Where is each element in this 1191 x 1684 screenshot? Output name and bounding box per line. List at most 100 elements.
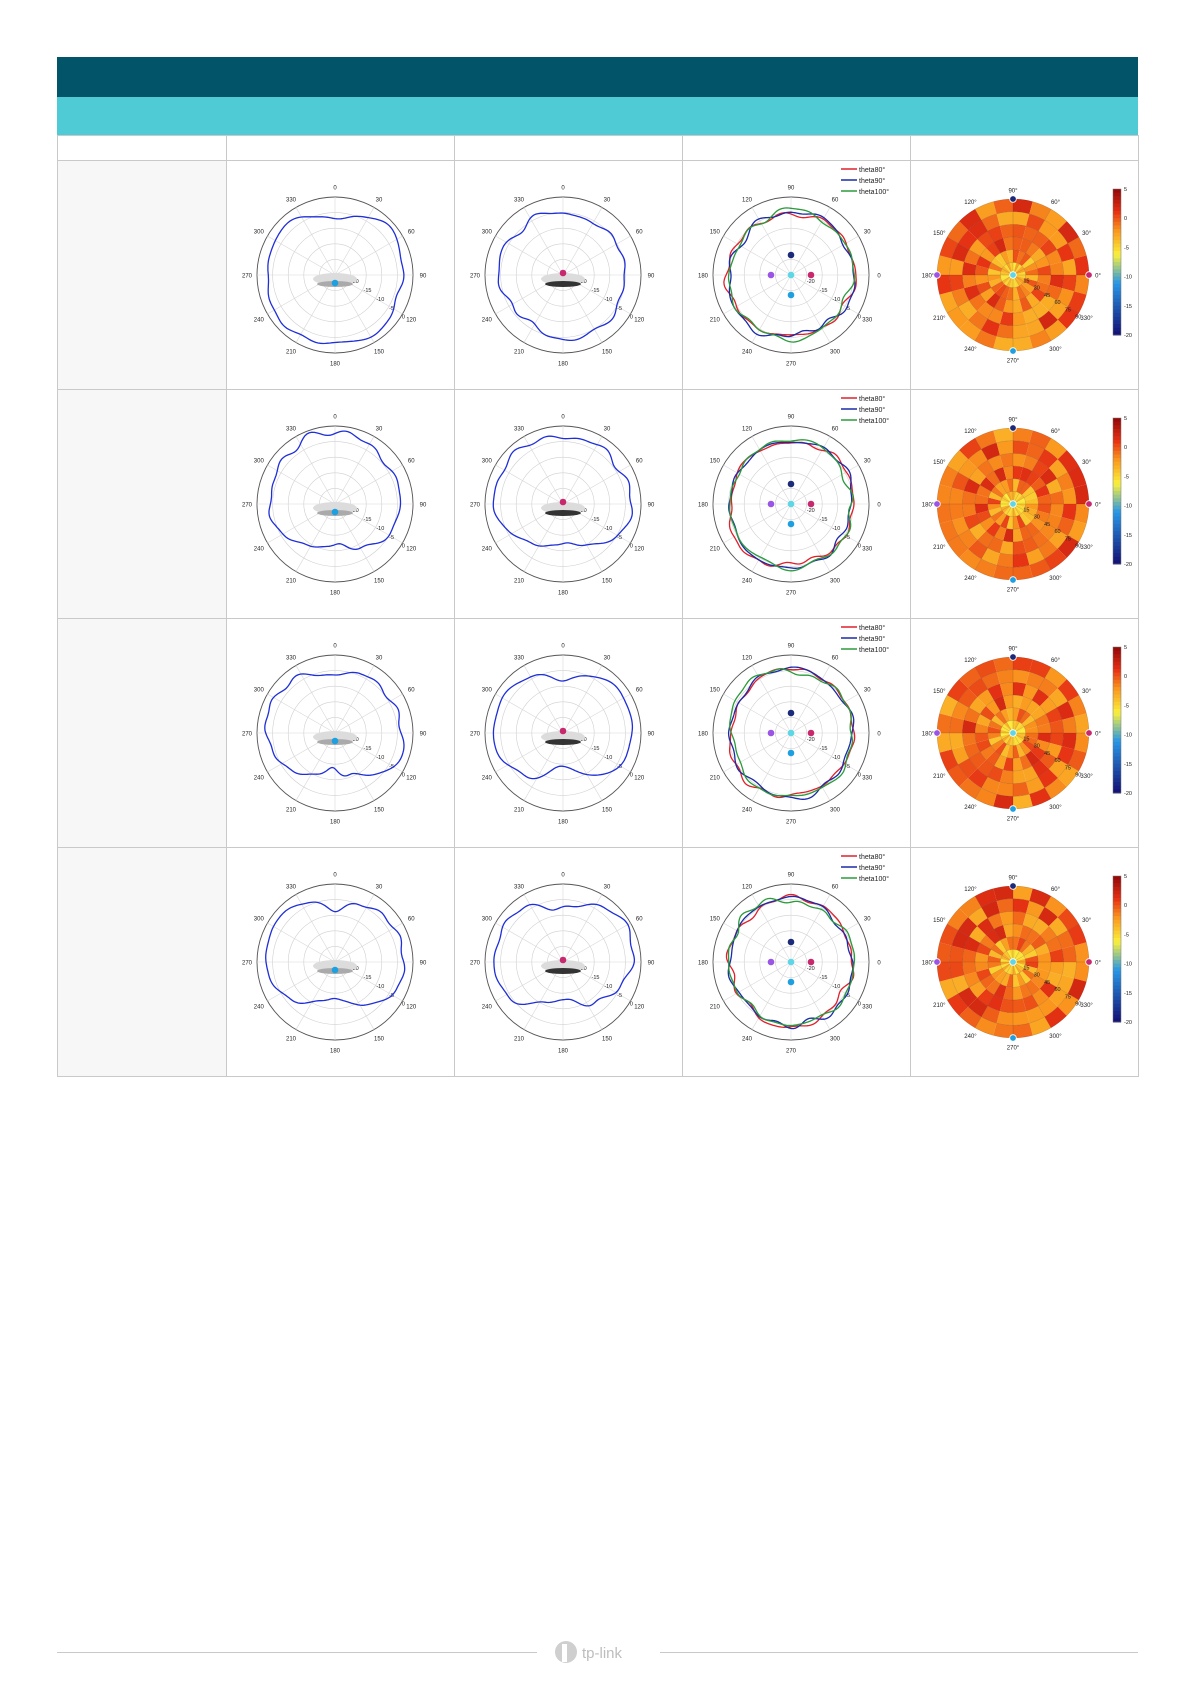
orientation-dot [767, 958, 775, 966]
pattern-trace [723, 212, 857, 336]
polar-angle-label: 330 [514, 655, 525, 661]
heatmap-cell [987, 684, 1004, 701]
polar-angle-label: 150 [602, 350, 613, 356]
heatmap-cell [962, 719, 977, 733]
heatmap-radius-label: 15 [1023, 507, 1029, 513]
polar-ring-label: -20 [351, 508, 359, 514]
heatmap-cell [1025, 726, 1039, 733]
heatmap-angle-label: 240° [964, 1034, 977, 1040]
polar-angle-label: 210 [514, 1037, 525, 1043]
heatmap-angle-label: 330° [1080, 316, 1093, 322]
heatmap-cell [1013, 794, 1033, 809]
heatmap-cell [1038, 678, 1058, 698]
heatmap-cell [962, 275, 977, 289]
polar-angle-label: 270 [786, 591, 797, 597]
heatmap-cell [1049, 275, 1064, 289]
polar-grid-spoke [523, 665, 564, 734]
polar-angle-label: 0 [333, 415, 337, 421]
heatmap-cell [1045, 284, 1062, 301]
heatmap-cell [959, 1006, 982, 1028]
heatmap-cell [1061, 275, 1077, 292]
heatmap-cell [1067, 749, 1087, 771]
heatmap-ring [1000, 262, 1026, 288]
heatmap-angle-label: 180° [922, 732, 935, 738]
colorbar-segment [1113, 229, 1121, 234]
device-base [545, 739, 581, 745]
column-header [57, 135, 227, 161]
polar-angle-label: 150 [602, 579, 613, 585]
heatmap-cell [1061, 945, 1077, 962]
colorbar-segment [1113, 1003, 1121, 1008]
heatmap-radius-label: 75 [1065, 765, 1071, 771]
polar-plot: 0 30 60 90 120 150 180 210 240 270 300 330 -20 -15 -10… [698, 395, 889, 597]
heatmap-cell [1013, 440, 1030, 456]
heatmap-spoke [974, 274, 1014, 341]
heatmap-cell [964, 742, 981, 759]
colorbar-tick: -20 [1124, 562, 1132, 568]
orientation-dot [331, 737, 339, 745]
polar-grid-spoke [751, 961, 792, 1030]
heatmap-cell [1025, 955, 1039, 962]
azimuth-cut-cell: 0 30 60 90 120 150 180 210 240 270 300 330 -20 -15 -10… [682, 160, 911, 390]
polar-angle-label: 90 [648, 274, 655, 280]
heatmap-radius-label: 75 [1065, 994, 1071, 1000]
polar-angle-label: 270 [786, 362, 797, 368]
polar-ring-label: -5 [389, 535, 394, 541]
heatmap-cell [951, 517, 970, 536]
heatmap-cell [986, 521, 1001, 537]
polar-angle-label: 60 [832, 884, 839, 890]
orientation-dot [787, 271, 795, 279]
colorbar-tick: 0 [1124, 445, 1127, 451]
heatmap-cell [1048, 987, 1068, 1007]
heatmap-angle-label: 210° [933, 774, 946, 780]
colorbar-segment [1113, 963, 1121, 968]
polar-angle-label: 210 [710, 1005, 721, 1011]
heatmap-ring [987, 936, 1039, 988]
colorbar-segment [1113, 203, 1121, 208]
heatmap-cell [975, 201, 997, 221]
heatmap-cell [1049, 261, 1064, 275]
colorbar-segment [1113, 752, 1121, 757]
heatmap-cell [975, 494, 989, 504]
heatmap-cell [1013, 287, 1020, 301]
heatmap-cell [939, 695, 959, 717]
polar-angle-label: 90 [420, 961, 427, 967]
polar-angle-label: 0 [877, 503, 881, 509]
polar-grid-spoke [267, 693, 336, 734]
heatmap-spoke [947, 923, 1014, 963]
heatmap-cell [1013, 998, 1027, 1013]
heatmap-angle-label: 0° [1095, 732, 1101, 738]
azimuth-cut-cell: 0 30 60 90 120 150 180 210 240 270 300 330 -20 -15 -10… [682, 618, 911, 848]
heatmap-cell [1038, 997, 1058, 1017]
heatmap-cell [1006, 478, 1013, 492]
heatmap-cell [980, 935, 996, 950]
polar-grid-spoke [751, 894, 792, 963]
polar-angle-label: 60 [832, 197, 839, 203]
heatmap-cell [958, 987, 978, 1007]
heatmap-cell [994, 696, 1007, 712]
elevation-cut-cell: 0 30 60 90 120 150 180 210 240 270 300 330 -20 -15 -10… [226, 618, 455, 848]
heatmap-cell [987, 275, 1001, 282]
polar-plot: 0 30 60 90 120 150 180 210 240 270 300 330 -20 -15 -10… [470, 415, 655, 597]
heatmap-cell [1016, 708, 1026, 723]
polar-ring-label: 0 [858, 773, 861, 779]
heatmap-cell [968, 449, 988, 469]
polar-angle-label: 270 [786, 820, 797, 826]
heatmap-cell [1016, 479, 1026, 494]
heatmap-cell [959, 209, 982, 231]
polar-plot: 0 30 60 90 120 150 180 210 240 270 300 330 -20 -15 -10… [470, 644, 655, 826]
polar-ring-label: -10 [832, 297, 840, 303]
heatmap-angle-label: 30° [1082, 460, 1092, 466]
heatmap-cell [996, 211, 1013, 227]
colorbar-segment [1113, 774, 1121, 779]
heatmap-ring [974, 465, 1052, 543]
colorbar-segment [1113, 647, 1121, 652]
heatmap-cell [1006, 516, 1013, 530]
polar-angle-label: 180 [698, 503, 709, 509]
heatmap-angle-label: 0° [1095, 503, 1101, 509]
colorbar-segment [1113, 494, 1121, 499]
polar-angle-label: 210 [710, 547, 721, 553]
polar-angle-label: 180 [330, 820, 341, 826]
colorbar-segment [1113, 716, 1121, 721]
heatmap-cell [975, 430, 997, 450]
